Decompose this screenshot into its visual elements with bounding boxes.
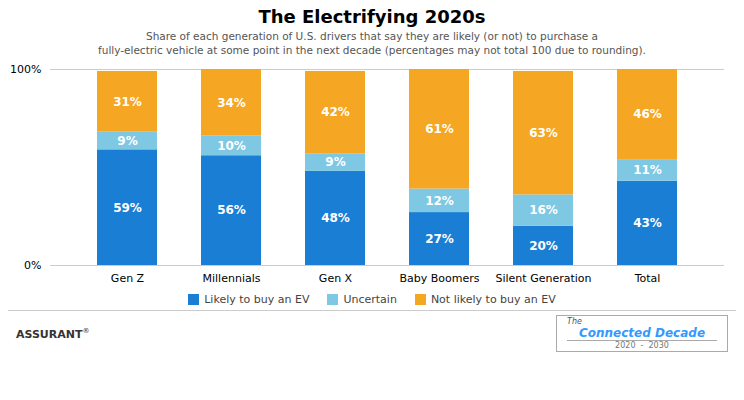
svg-text:42%: 42% (321, 106, 350, 120)
html-text:ASSURANT®: ASSURANT® (16, 327, 90, 341)
svg-text:Millennials: Millennials (203, 273, 261, 286)
svg-text:11%: 11% (633, 164, 662, 178)
svg-text:31%: 31% (113, 95, 142, 109)
html-text:Share of each generation of U.: Share of each generation of U.S. drivers… (98, 30, 646, 57)
svg-text:Gen Z: Gen Z (111, 273, 145, 286)
svg-text:61%: 61% (425, 122, 454, 136)
svg-text:27%: 27% (425, 232, 454, 246)
svg-text:9%: 9% (117, 134, 137, 148)
html-text:Connected Decade: Connected Decade (579, 326, 705, 341)
svg-text:Silent Generation: Silent Generation (495, 273, 591, 286)
svg-text:34%: 34% (217, 96, 246, 110)
svg-text:46%: 46% (633, 108, 662, 122)
html-text:Likely to buy an EV: Likely to buy an EV (204, 293, 310, 307)
svg-text:56%: 56% (217, 204, 246, 218)
svg-text:10%: 10% (217, 139, 246, 153)
svg-text:Total: Total (634, 273, 661, 286)
html-text:The Electrifying 2020s: The Electrifying 2020s (258, 6, 486, 27)
svg-text:20%: 20% (529, 239, 558, 253)
html-text:Not likely to buy an EV: Not likely to buy an EV (430, 293, 556, 307)
svg-text:48%: 48% (321, 212, 350, 226)
html-text:2020 - 2030: 2020 - 2030 (615, 341, 669, 351)
html-text:Uncertain: Uncertain (343, 293, 397, 307)
svg-text:100%: 100% (10, 63, 41, 76)
svg-text:9%: 9% (325, 156, 345, 170)
svg-text:Gen X: Gen X (319, 273, 353, 286)
svg-text:59%: 59% (113, 201, 142, 215)
svg-text:43%: 43% (633, 217, 662, 231)
svg-text:16%: 16% (529, 204, 558, 218)
svg-text:Baby Boomers: Baby Boomers (399, 273, 479, 286)
svg-text:0%: 0% (24, 259, 41, 272)
html-text:The: The (567, 317, 582, 327)
svg-text:12%: 12% (425, 194, 454, 208)
svg-text:63%: 63% (529, 126, 558, 140)
